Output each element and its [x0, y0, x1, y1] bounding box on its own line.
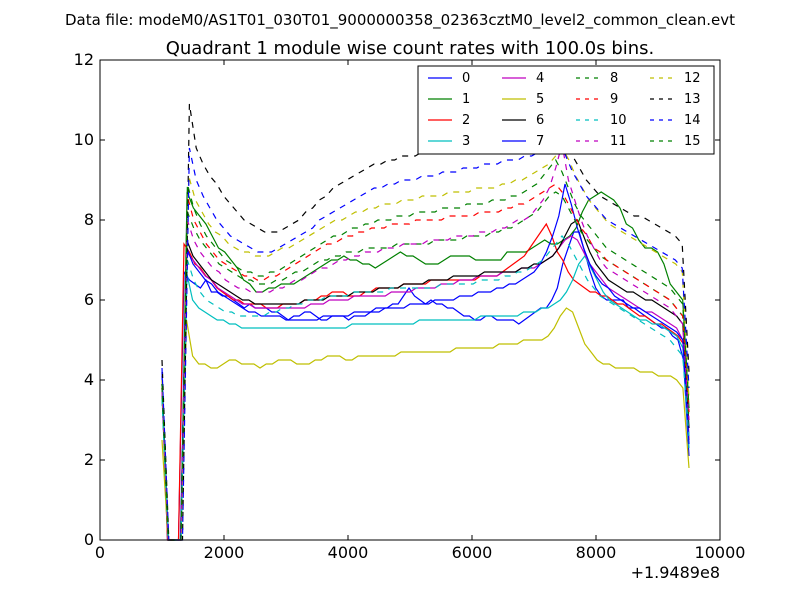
legend-label-7: 7 [536, 134, 544, 149]
legend-label-12: 12 [684, 71, 701, 86]
plot-series [161, 103, 690, 541]
y-tick-label: 6 [84, 290, 94, 309]
series-line-12 [161, 146, 690, 541]
legend-label-13: 13 [684, 92, 701, 107]
series-line-2 [161, 222, 690, 541]
series-line-3 [161, 254, 690, 541]
legend-label-4: 4 [536, 71, 544, 86]
legend-label-10: 10 [610, 113, 627, 128]
y-tick-label: 2 [84, 450, 94, 469]
y-tick-label: 0 [84, 530, 94, 549]
x-tick-label: 2000 [204, 543, 245, 562]
chart-title: Quadrant 1 module wise count rates with … [166, 38, 655, 59]
series-line-15 [161, 158, 690, 541]
legend-label-9: 9 [610, 92, 618, 107]
x-tick-label: 6000 [452, 543, 493, 562]
y-tick-label: 12 [74, 50, 94, 69]
legend-label-15: 15 [684, 134, 701, 149]
chart-suptitle: Data file: modeM0/AS1T01_030T01_90000003… [65, 11, 735, 30]
y-tick-label: 8 [84, 210, 94, 229]
x-offset-label: +1.9489e8 [631, 563, 720, 582]
series-line-11 [161, 143, 690, 541]
legend-label-8: 8 [610, 71, 618, 86]
legend-label-3: 3 [462, 134, 470, 149]
legend-label-0: 0 [462, 71, 470, 86]
series-line-14 [161, 139, 690, 541]
legend-label-14: 14 [684, 113, 701, 128]
series-line-5 [161, 307, 690, 541]
series-line-9 [161, 183, 690, 541]
y-tick-label: 4 [84, 370, 94, 389]
x-tick-label: 8000 [576, 543, 617, 562]
legend-label-2: 2 [462, 113, 470, 128]
legend-label-5: 5 [536, 92, 544, 107]
legend-label-11: 11 [610, 134, 627, 149]
series-line-7 [161, 183, 690, 541]
x-tick-label: 4000 [328, 543, 369, 562]
series-line-13 [161, 103, 690, 541]
series-line-10 [161, 235, 690, 541]
legend-label-6: 6 [536, 113, 544, 128]
x-tick-label: 0 [95, 543, 105, 562]
y-tick-label: 10 [74, 130, 94, 149]
series-line-6 [161, 219, 690, 541]
legend-label-1: 1 [462, 92, 470, 107]
series-line-1 [161, 191, 690, 541]
x-tick-label: 10000 [695, 543, 746, 562]
legend-box [417, 65, 715, 155]
series-line-8 [161, 191, 690, 541]
